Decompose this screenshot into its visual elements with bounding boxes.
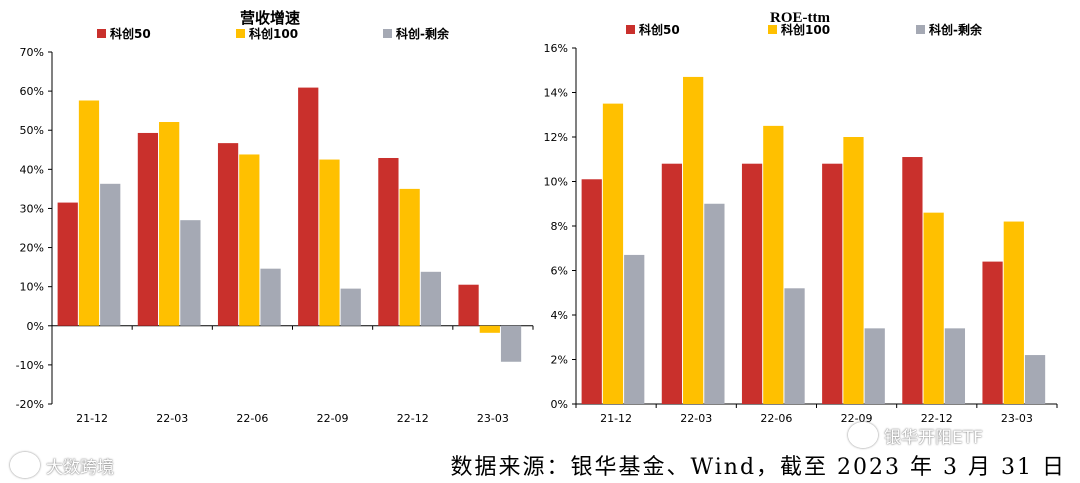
y-tick-label: 4% xyxy=(551,309,568,322)
bar xyxy=(57,202,78,326)
watermark-right: 银华开阳ETF xyxy=(848,422,983,448)
y-tick-label: 0% xyxy=(551,398,568,411)
y-tick-label: 10% xyxy=(544,176,568,189)
bar xyxy=(683,76,704,405)
chart-title: 营收增速 xyxy=(240,9,300,27)
bar xyxy=(704,203,725,404)
y-tick-label: 14% xyxy=(544,87,568,100)
bar xyxy=(864,328,885,404)
bar xyxy=(1003,221,1024,404)
y-tick-label: 50% xyxy=(20,124,44,137)
x-tick-label: 22-06 xyxy=(236,412,268,425)
roe-ttm-chart: ROE-ttm 科创50 科创100 科创-剩余 0% 2% 4% 6% 8% 10% 12% 14%… xyxy=(544,10,1058,425)
bar xyxy=(661,163,683,404)
bar xyxy=(500,325,522,362)
wechat-icon xyxy=(848,422,878,448)
bar xyxy=(298,87,319,326)
bar xyxy=(982,261,1003,404)
legend-swatch xyxy=(768,25,777,34)
x-tick-label: 23-03 xyxy=(1001,412,1033,425)
bar xyxy=(378,157,399,326)
bar xyxy=(944,328,966,404)
legend-swatch xyxy=(626,25,635,34)
y-tick-label: 6% xyxy=(551,265,568,278)
y-tick-label: 30% xyxy=(20,202,44,215)
chart-title: ROE-ttm xyxy=(770,10,830,26)
bar xyxy=(822,163,843,404)
y-tick-label: 8% xyxy=(551,220,568,233)
bar xyxy=(741,163,763,404)
bar xyxy=(78,100,100,326)
x-tick-label: 22-03 xyxy=(680,412,712,425)
y-tick-label: 16% xyxy=(544,42,568,55)
x-tick-label: 21-12 xyxy=(76,412,108,425)
bar xyxy=(319,159,340,326)
bar xyxy=(923,212,944,404)
data-source-note: 数据来源：银华基金、Wind，截至 2023 年 3 月 31 日 xyxy=(450,455,1066,480)
bar xyxy=(1024,355,1046,404)
y-tick-label: -20% xyxy=(16,398,44,411)
bar xyxy=(340,288,361,326)
y-tick-label: 20% xyxy=(20,242,44,255)
watermark-right-text: 银华开阳ETF xyxy=(884,427,983,448)
x-tick-label: 23-03 xyxy=(477,412,509,425)
legend-swatch xyxy=(916,25,925,34)
legend-label: 科创100 xyxy=(249,26,298,41)
x-tick-label: 22-03 xyxy=(156,412,188,425)
watermark-left-text: 大数跨境 xyxy=(46,457,114,478)
x-tick-label: 22-06 xyxy=(760,412,792,425)
bar xyxy=(843,137,864,404)
bar xyxy=(624,254,645,404)
bar xyxy=(784,288,805,404)
y-tick-label: 12% xyxy=(544,131,568,144)
legend-label: 科创100 xyxy=(781,22,830,37)
bar xyxy=(159,122,180,326)
legend-label: 科创-剩余 xyxy=(396,26,450,41)
x-tick-label: 21-12 xyxy=(600,412,632,425)
x-tick-label: 22-12 xyxy=(921,412,953,425)
bar xyxy=(458,284,479,326)
bar xyxy=(420,271,442,326)
legend-swatch xyxy=(383,29,392,38)
bar xyxy=(479,325,500,333)
y-tick-label: 70% xyxy=(20,46,44,59)
legend-label: 科创-剩余 xyxy=(929,22,983,37)
bar xyxy=(180,220,201,326)
x-tick-label: 22-09 xyxy=(841,412,873,425)
x-tick-label: 22-09 xyxy=(317,412,349,425)
legend-label: 科创50 xyxy=(110,26,151,41)
y-tick-label: 2% xyxy=(551,354,568,367)
bar xyxy=(581,179,602,404)
x-tick-label: 22-12 xyxy=(397,412,429,425)
watermark-left: 大数跨境 xyxy=(10,452,114,478)
bar xyxy=(137,132,159,326)
bar xyxy=(260,268,281,326)
y-tick-label: 60% xyxy=(20,85,44,98)
bar xyxy=(399,188,420,326)
bar xyxy=(902,157,923,404)
legend-swatch xyxy=(97,29,106,38)
bar xyxy=(217,143,239,326)
bar xyxy=(602,103,624,404)
watermark-logo-icon xyxy=(10,452,40,478)
y-tick-label: 10% xyxy=(20,281,44,294)
legend-label: 科创50 xyxy=(639,22,680,37)
bar xyxy=(100,183,121,326)
bar xyxy=(763,125,784,404)
y-tick-label: -10% xyxy=(16,359,44,372)
y-tick-label: 0% xyxy=(27,320,44,333)
y-tick-label: 40% xyxy=(20,163,44,176)
legend-swatch xyxy=(236,29,245,38)
bar xyxy=(239,154,260,326)
